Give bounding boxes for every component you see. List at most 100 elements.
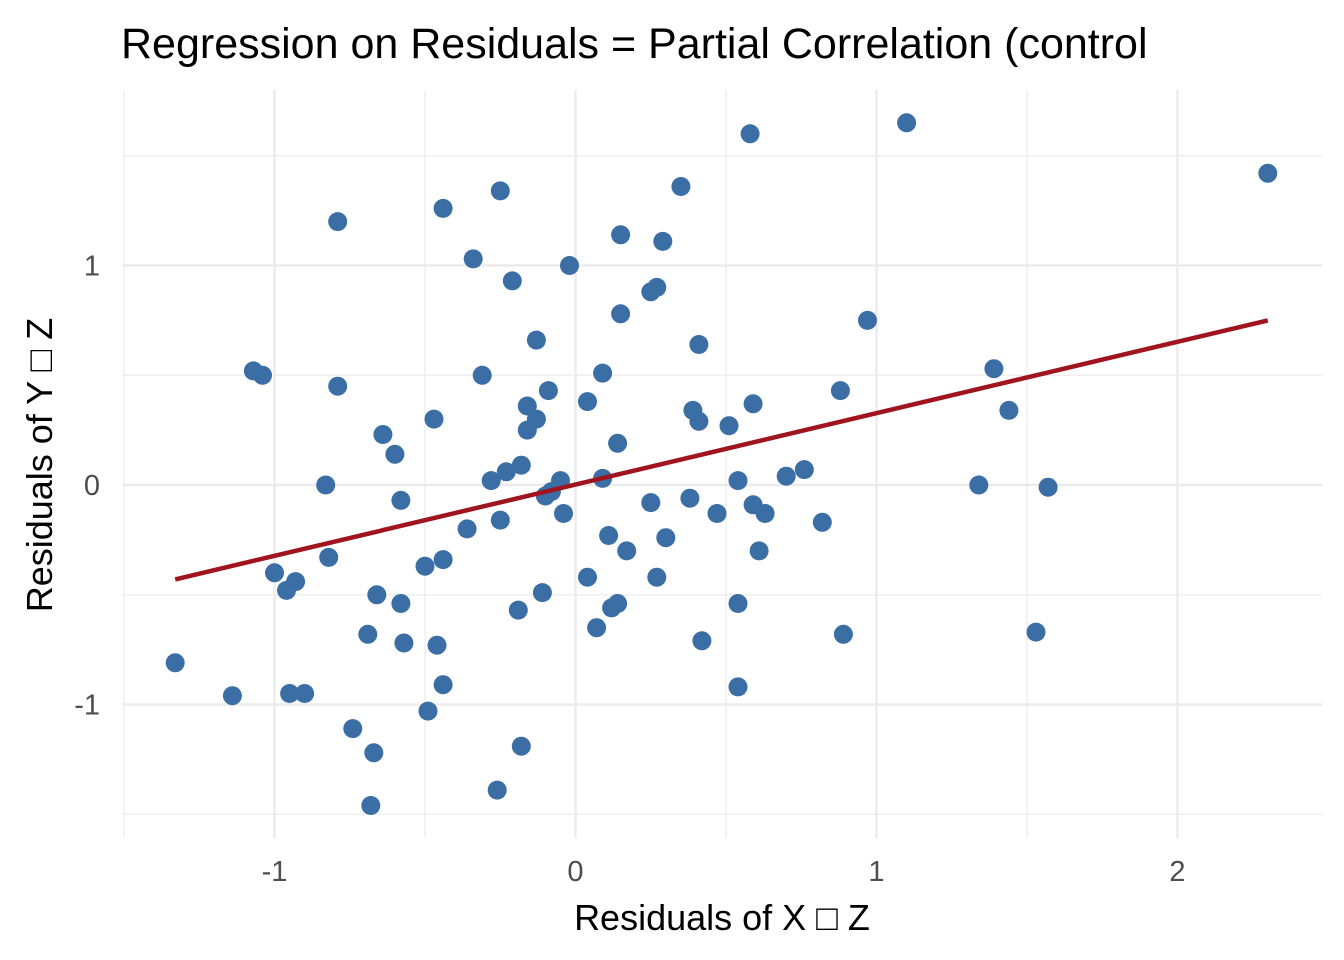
data-point bbox=[1258, 163, 1278, 183]
data-point bbox=[617, 541, 637, 561]
data-point bbox=[707, 504, 727, 523]
data-point bbox=[418, 701, 438, 721]
data-point bbox=[794, 460, 814, 480]
y-axis-title: Residuals of Y □ Z bbox=[19, 318, 60, 613]
data-point bbox=[743, 394, 763, 414]
data-point bbox=[728, 677, 748, 697]
data-point bbox=[728, 594, 748, 613]
y-tick-label: 0 bbox=[84, 470, 100, 502]
data-point bbox=[415, 556, 435, 576]
data-point bbox=[328, 376, 348, 396]
data-point bbox=[481, 471, 501, 491]
data-point bbox=[511, 455, 531, 475]
data-point bbox=[319, 547, 339, 567]
grid-lines bbox=[122, 90, 1322, 838]
data-point bbox=[526, 409, 546, 429]
data-point bbox=[472, 365, 492, 385]
data-point bbox=[391, 490, 411, 510]
data-point bbox=[719, 416, 739, 436]
data-point bbox=[286, 572, 306, 592]
x-tick-label: -1 bbox=[262, 856, 288, 888]
data-point bbox=[578, 567, 597, 587]
data-point bbox=[457, 519, 477, 539]
data-point bbox=[538, 381, 558, 401]
data-point bbox=[749, 541, 769, 561]
data-point bbox=[361, 796, 381, 815]
data-point bbox=[812, 512, 832, 532]
tick-labels: -1 0 1 2 -1 0 1 bbox=[74, 251, 1185, 889]
data-point bbox=[1038, 477, 1058, 497]
data-point bbox=[253, 365, 272, 385]
data-point bbox=[496, 462, 516, 482]
data-point bbox=[656, 528, 676, 548]
data-point bbox=[367, 585, 387, 605]
data-point bbox=[508, 600, 528, 620]
data-point bbox=[647, 567, 667, 587]
data-point bbox=[487, 780, 507, 800]
data-point bbox=[984, 359, 1004, 379]
data-point bbox=[647, 277, 667, 297]
data-point bbox=[689, 411, 709, 431]
data-point bbox=[554, 504, 573, 523]
regression-line bbox=[174, 318, 1269, 582]
data-point bbox=[433, 550, 453, 570]
data-point bbox=[463, 249, 483, 269]
data-point bbox=[427, 635, 447, 655]
data-point bbox=[511, 736, 531, 756]
y-tick-label: 1 bbox=[84, 251, 100, 283]
data-point bbox=[394, 633, 414, 653]
data-point bbox=[165, 653, 185, 673]
data-point bbox=[433, 675, 453, 695]
data-point bbox=[373, 425, 393, 444]
data-point bbox=[999, 400, 1019, 420]
chart-title: Regression on Residuals = Partial Correl… bbox=[121, 20, 1148, 68]
data-point bbox=[728, 471, 748, 491]
data-point bbox=[671, 177, 691, 196]
data-point bbox=[608, 594, 628, 613]
data-point bbox=[1026, 622, 1046, 642]
data-point bbox=[897, 113, 917, 133]
data-point bbox=[833, 624, 853, 644]
data-point bbox=[391, 594, 411, 613]
data-point bbox=[532, 583, 552, 603]
data-point bbox=[526, 330, 546, 350]
data-point bbox=[578, 392, 597, 412]
data-point bbox=[830, 381, 850, 401]
data-point bbox=[653, 231, 673, 251]
data-point bbox=[490, 181, 510, 201]
data-point bbox=[608, 433, 628, 453]
data-point bbox=[343, 719, 363, 739]
data-point bbox=[641, 493, 661, 513]
data-point bbox=[680, 488, 700, 508]
y-tick-label: -1 bbox=[74, 690, 100, 722]
data-point bbox=[328, 212, 348, 232]
data-point bbox=[611, 304, 631, 324]
data-point bbox=[490, 510, 510, 530]
data-point bbox=[265, 563, 284, 583]
x-tick-label: 0 bbox=[567, 856, 583, 888]
data-point bbox=[502, 271, 522, 291]
data-point bbox=[424, 409, 444, 429]
data-point bbox=[969, 475, 989, 495]
x-tick-label: 2 bbox=[1169, 856, 1185, 888]
regression-line-group bbox=[174, 318, 1269, 582]
x-tick-label: 1 bbox=[868, 856, 884, 888]
data-point bbox=[280, 684, 300, 703]
data-point bbox=[364, 743, 384, 763]
data-point bbox=[858, 310, 877, 330]
data-point bbox=[689, 335, 709, 354]
data-point bbox=[755, 504, 775, 523]
data-point bbox=[316, 475, 336, 495]
data-point bbox=[692, 631, 712, 651]
data-point bbox=[433, 198, 453, 218]
data-point bbox=[611, 225, 631, 245]
data-point bbox=[385, 444, 405, 464]
data-point bbox=[740, 124, 760, 144]
data-point bbox=[593, 363, 613, 383]
data-point bbox=[587, 618, 607, 638]
data-point bbox=[599, 526, 619, 545]
data-point bbox=[295, 684, 315, 703]
data-point bbox=[776, 466, 796, 486]
data-point bbox=[222, 686, 242, 706]
